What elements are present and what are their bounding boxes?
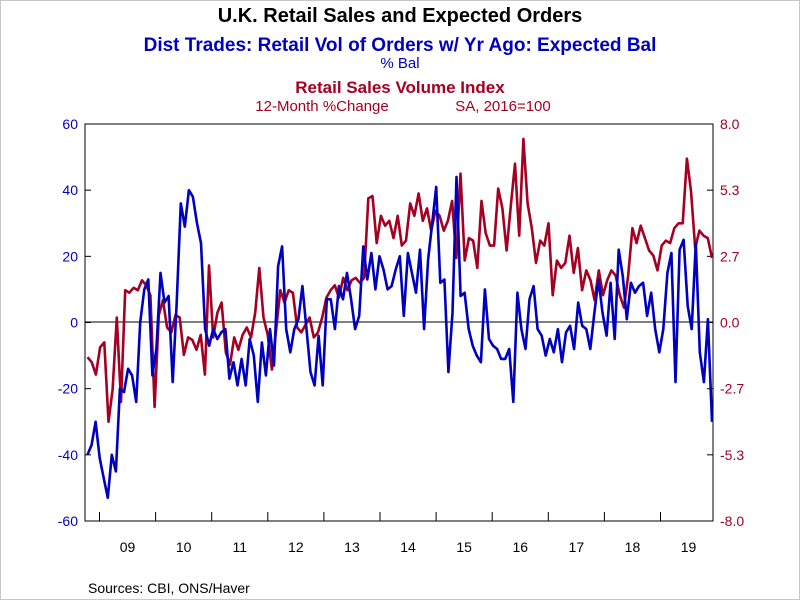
x-tick-label: 16 [512, 539, 528, 555]
left-tick-label: -40 [58, 447, 78, 463]
left-axis: 60 40 20 0 -20 -40 -60 [58, 116, 91, 529]
chart-title: U.K. Retail Sales and Expected Orders [218, 5, 583, 27]
left-tick-label: -60 [58, 513, 78, 529]
series2-unit-left: 12-Month %Change [255, 98, 388, 115]
x-tick-label: 14 [400, 539, 416, 555]
x-tick-label: 19 [681, 539, 697, 555]
source-note: Sources: CBI, ONS/Haver [88, 580, 250, 596]
right-tick-label: -8.0 [720, 513, 744, 529]
x-axis: 09 10 11 12 13 14 15 16 17 18 19 [99, 512, 697, 555]
x-tick-label: 11 [232, 539, 247, 555]
x-tick-label: 13 [344, 539, 360, 555]
x-tick-label: 12 [288, 539, 304, 555]
series2-title: Retail Sales Volume Index [295, 78, 505, 97]
right-tick-label: 8.0 [720, 116, 740, 132]
x-tick-label: 10 [176, 539, 192, 555]
right-tick-label: 0.0 [720, 315, 740, 331]
left-tick-label: 60 [62, 116, 78, 132]
series1-line [86, 175, 714, 500]
x-tick-label: 17 [569, 539, 585, 555]
x-tick-label: 18 [625, 539, 641, 555]
series2-line [86, 137, 714, 424]
x-tick-label: 09 [120, 539, 136, 555]
left-tick-label: 20 [62, 248, 78, 264]
right-tick-label: -2.7 [720, 381, 744, 397]
x-tick-label: 15 [456, 539, 472, 555]
right-tick-label: 5.3 [720, 182, 740, 198]
right-tick-label: -5.3 [720, 447, 744, 463]
right-tick-label: 2.7 [720, 248, 740, 264]
right-axis: 8.0 5.3 2.7 0.0 -2.7 -5.3 -8.0 [707, 116, 744, 529]
series1-title: Dist Trades: Retail Vol of Orders w/ Yr … [144, 35, 657, 56]
series1-unit: % Bal [380, 55, 419, 72]
left-tick-label: -20 [58, 381, 78, 397]
left-tick-label: 0 [70, 315, 78, 331]
series2-unit-right: SA, 2016=100 [455, 98, 551, 115]
left-tick-label: 40 [62, 182, 78, 198]
